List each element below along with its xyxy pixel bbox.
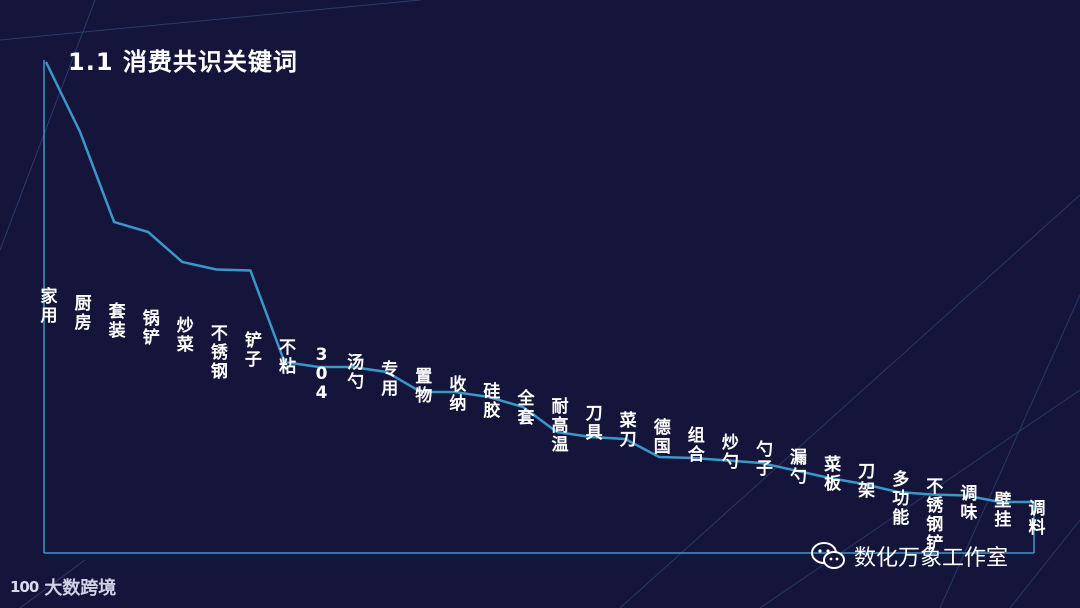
category-label-15: 耐高温	[551, 396, 569, 455]
category-label-5: 不锈钢	[210, 323, 228, 382]
category-label-2: 套装	[108, 301, 126, 341]
category-label-24: 刀架	[858, 462, 876, 502]
category-label-16: 刀具	[585, 403, 603, 443]
category-label-9: 汤勺	[347, 352, 365, 392]
decor-line	[619, 194, 1080, 608]
category-label-21: 勺子	[755, 440, 773, 480]
brand-logo: 100	[10, 578, 39, 596]
watermark: 数化万象工作室	[810, 540, 1008, 572]
decor-line	[0, 0, 96, 251]
category-label-10: 专用	[381, 360, 399, 399]
category-label-12: 收纳	[449, 374, 467, 414]
category-label-8: 304	[315, 345, 328, 404]
watermark-text: 数化万象工作室	[854, 546, 1009, 571]
category-label-20: 炒勺	[721, 433, 739, 472]
category-label-19: 组合	[687, 425, 705, 465]
category-label-1: 厨房	[74, 294, 92, 334]
data-points	[45, 61, 1035, 553]
page-title: 1.1 消费共识关键词	[68, 48, 298, 76]
category-label-11: 置物	[415, 367, 433, 407]
wechat-icon	[811, 542, 845, 569]
category-label-7: 不粘	[278, 338, 296, 378]
category-label-13: 硅胶	[483, 381, 501, 421]
brand-name: 大数跨境	[44, 578, 117, 599]
category-label-18: 德国	[653, 418, 671, 458]
series-line	[44, 61, 1034, 504]
decor-line	[939, 294, 1080, 608]
decor-line	[0, 0, 421, 41]
category-label-29: 调料	[1028, 498, 1046, 538]
decor-line	[19, 559, 86, 608]
category-label-22: 漏勺	[790, 447, 808, 487]
category-label-17: 菜刀	[619, 411, 637, 451]
category-label-14: 全套	[517, 389, 535, 429]
category-label-27: 调味	[960, 484, 978, 524]
decor-line	[759, 389, 1080, 608]
category-label-23: 菜板	[824, 454, 842, 494]
category-label-3: 锅铲	[142, 308, 160, 348]
brand: 100 大数跨境	[10, 574, 116, 600]
category-label-0: 家用	[40, 287, 58, 326]
category-label-6: 铲子	[244, 330, 262, 370]
decor-line	[1009, 519, 1080, 608]
category-label-28: 壁挂	[994, 491, 1012, 531]
category-label-4: 炒菜	[176, 316, 194, 356]
category-label-26: 不锈钢铲	[926, 476, 944, 554]
category-label-25: 多功能	[892, 469, 910, 528]
